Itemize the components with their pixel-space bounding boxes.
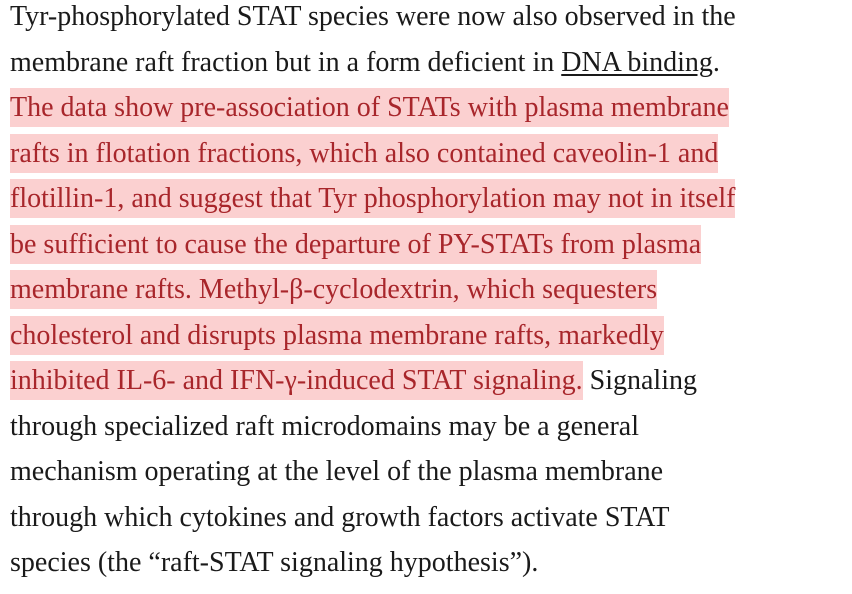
text-line: through specialized raft microdomains ma… <box>10 404 850 450</box>
paragraph: Tyr-phosphorylated STAT species were now… <box>10 0 850 586</box>
text: membrane raft fraction but in a form def… <box>10 46 562 78</box>
text-line: be sufficient to cause the departure of … <box>10 222 850 268</box>
text: Tyr-phosphorylated STAT species were now… <box>10 1 736 32</box>
text: species (the “raft-STAT signaling hypoth… <box>10 547 539 578</box>
text: . <box>712 46 720 78</box>
text-line: membrane rafts. Methyl-β-cyclodextrin, w… <box>10 267 850 313</box>
text-line: Tyr-phosphorylated STAT species were now… <box>10 0 850 40</box>
highlighted-text: be sufficient to cause the departure of … <box>10 224 702 264</box>
highlighted-text: The data show pre-association of STATs w… <box>10 88 729 127</box>
text: mechanism operating at the level of the … <box>10 456 664 487</box>
highlighted-text: inhibited IL-6- and IFN-γ-induced STAT s… <box>10 361 583 400</box>
highlighted-text: membrane rafts. Methyl-β-cyclodextrin, w… <box>10 270 658 309</box>
text-line: mechanism operating at the level of the … <box>10 449 850 495</box>
text-line: species (the “raft-STAT signaling hypoth… <box>10 540 850 586</box>
text: through which cytokines and growth facto… <box>10 501 670 533</box>
text: Signaling <box>582 365 697 396</box>
text-line: cholesterol and disrupts plasma membrane… <box>10 313 850 359</box>
highlighted-text: flotillin-1, and suggest that Tyr phosph… <box>10 179 736 218</box>
text: through specialized raft microdomains ma… <box>10 410 639 442</box>
highlighted-text: cholesterol and disrupts plasma membrane… <box>10 315 664 355</box>
text-line: membrane raft fraction but in a form def… <box>10 40 850 86</box>
text-line: through which cytokines and growth facto… <box>10 495 850 541</box>
text-line: inhibited IL-6- and IFN-γ-induced STAT s… <box>10 358 850 404</box>
text-line: rafts in flotation fractions, which also… <box>10 131 850 177</box>
text-line: The data show pre-association of STATs w… <box>10 85 850 131</box>
link[interactable]: DNA binding <box>561 46 713 78</box>
text-line: flotillin-1, and suggest that Tyr phosph… <box>10 176 850 222</box>
highlighted-text: rafts in flotation fractions, which also… <box>10 133 719 173</box>
